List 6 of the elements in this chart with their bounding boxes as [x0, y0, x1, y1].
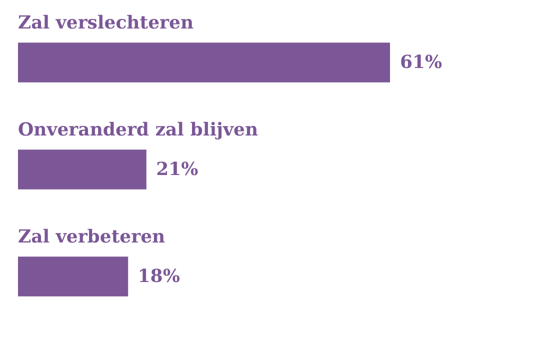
y-tick-label: Zal verslechteren: [18, 12, 194, 34]
data-label: 21%: [156, 159, 198, 180]
data-label: 61%: [400, 52, 442, 74]
data-label: 18%: [138, 266, 180, 288]
y-tick-label: Zal verbeteren: [18, 226, 166, 248]
y-tick-label: Onveranderd zal blijven: [18, 120, 258, 141]
